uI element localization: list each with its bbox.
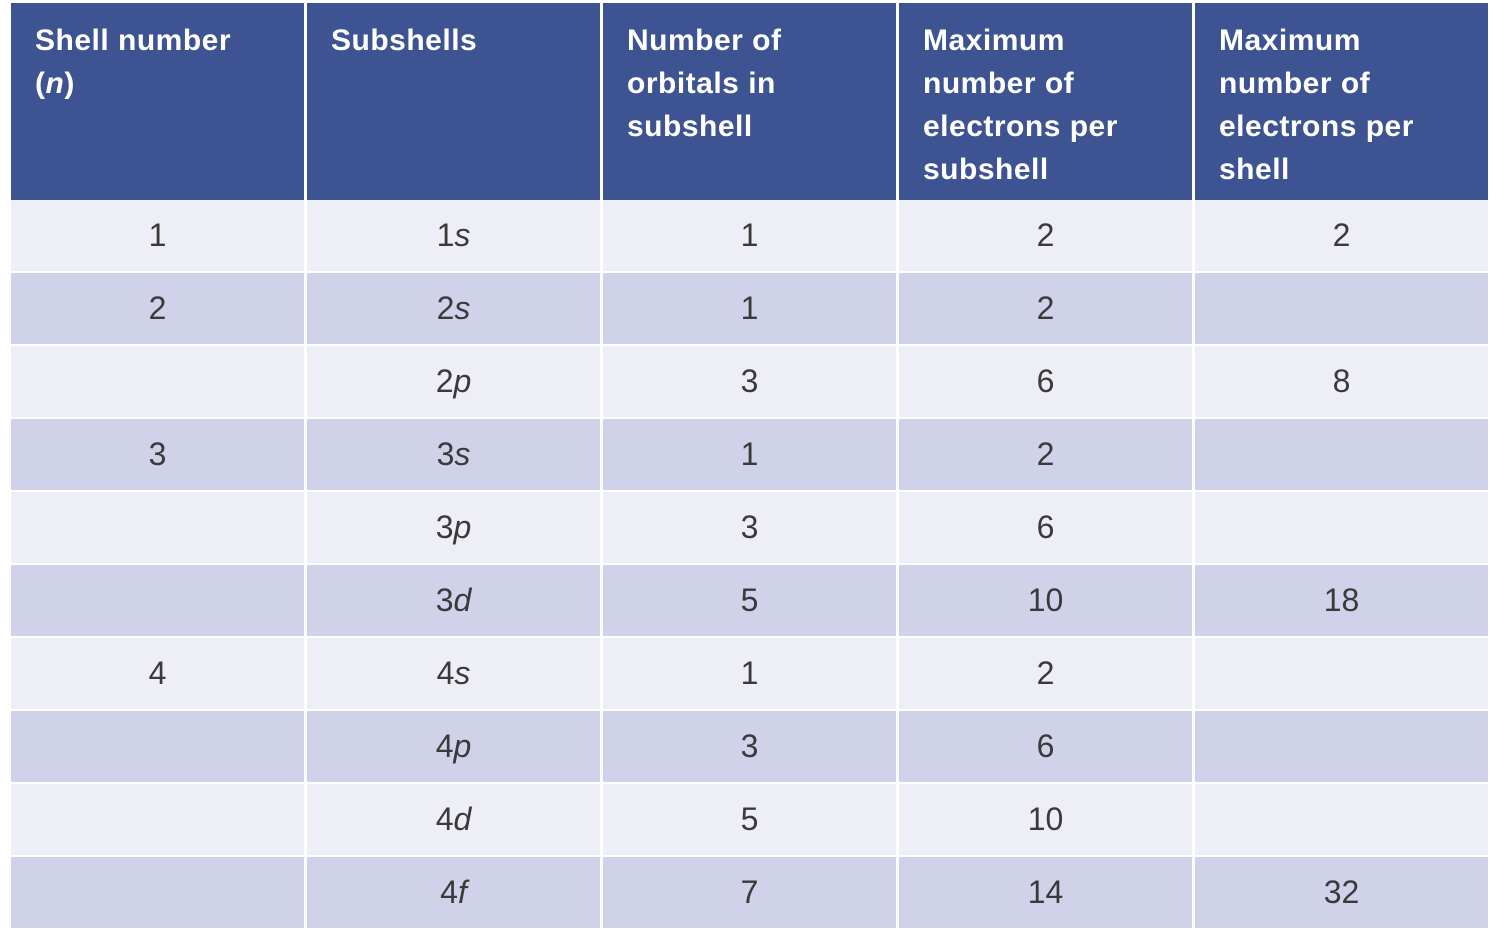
table-row: 4d 5 10 xyxy=(8,783,1491,857)
table-cell: 1 xyxy=(600,637,899,711)
table-cell: 18 xyxy=(1192,564,1491,638)
table-row: 2p 3 6 8 xyxy=(8,345,1491,419)
table-cell xyxy=(1192,710,1491,784)
header-row: Shell number (n) Subshells Number of orbit… xyxy=(8,3,1491,200)
table-cell: 6 xyxy=(896,345,1195,419)
subshell-cell: 4f xyxy=(304,856,603,930)
subshell-cell: 3d xyxy=(304,564,603,638)
column-header: Maximum number of electrons per shell xyxy=(1192,3,1491,200)
table-row: 4f 7 14 32 xyxy=(8,856,1491,930)
table-row: 4p 3 6 xyxy=(8,710,1491,784)
table-cell xyxy=(1192,272,1491,346)
column-header: Maximum number of electrons per subshell xyxy=(896,3,1195,200)
table-row: 3d 5 10 18 xyxy=(8,564,1491,638)
table-cell: 5 xyxy=(600,783,899,857)
subshell-cell: 2s xyxy=(304,272,603,346)
table-cell: 2 xyxy=(896,200,1195,273)
table-cell: 1 xyxy=(600,272,899,346)
column-header: Shell number (n) xyxy=(8,3,307,200)
header-text: Shell number (n) xyxy=(35,24,232,100)
table-cell: 2 xyxy=(896,418,1195,492)
table-cell: 10 xyxy=(896,783,1195,857)
subshell-cell: 4d xyxy=(304,783,603,857)
table-cell: 1 xyxy=(600,418,899,492)
header-text: Maximum number of electrons per subshell xyxy=(923,24,1118,186)
table-cell: 1 xyxy=(8,200,307,273)
table-header: Shell number (n) Subshells Number of orbit… xyxy=(8,3,1491,200)
table-cell xyxy=(8,564,307,638)
header-text: Number of orbitals in subshell xyxy=(627,24,782,143)
header-text: Maximum number of electrons per shell xyxy=(1219,24,1414,186)
table-cell xyxy=(8,783,307,857)
table-cell: 2 xyxy=(8,272,307,346)
header-text: Subshells xyxy=(331,24,478,57)
table-cell: 3 xyxy=(600,345,899,419)
table-cell: 2 xyxy=(1192,200,1491,273)
table-cell xyxy=(1192,783,1491,857)
table-cell: 14 xyxy=(896,856,1195,930)
subshell-cell: 3s xyxy=(304,418,603,492)
table-cell: 6 xyxy=(896,491,1195,565)
table-cell: 32 xyxy=(1192,856,1491,930)
table-row: 3 3s 1 2 xyxy=(8,418,1491,492)
table-cell: 2 xyxy=(896,272,1195,346)
table-cell xyxy=(1192,491,1491,565)
table-cell xyxy=(8,710,307,784)
table-cell xyxy=(1192,637,1491,711)
table-cell: 3 xyxy=(600,491,899,565)
table-cell: 4 xyxy=(8,637,307,711)
subshell-cell: 1s xyxy=(304,200,603,273)
table-cell: 3 xyxy=(600,710,899,784)
subshell-cell: 4p xyxy=(304,710,603,784)
shell-table: Shell number (n) Subshells Number of orbit… xyxy=(8,3,1491,930)
table-cell: 6 xyxy=(896,710,1195,784)
table-cell xyxy=(8,856,307,930)
column-header: Subshells xyxy=(304,3,603,200)
table-body: 1 1s 1 2 2 2 2s 1 2 2p 3 6 8 3 3s 1 2 3p 3 6 3d 5 10 18 4 4s 1 2 4p 3… xyxy=(8,200,1491,930)
table-row: 3p 3 6 xyxy=(8,491,1491,565)
table-cell: 10 xyxy=(896,564,1195,638)
column-header: Number of orbitals in subshell xyxy=(600,3,899,200)
table-cell: 7 xyxy=(600,856,899,930)
table-cell xyxy=(8,345,307,419)
table-cell: 3 xyxy=(8,418,307,492)
table-cell: 5 xyxy=(600,564,899,638)
table-cell xyxy=(1192,418,1491,492)
table-cell: 1 xyxy=(600,200,899,273)
table-row: 4 4s 1 2 xyxy=(8,637,1491,711)
table-row: 1 1s 1 2 2 xyxy=(8,200,1491,273)
table-row: 2 2s 1 2 xyxy=(8,272,1491,346)
table-cell xyxy=(8,491,307,565)
subshell-cell: 2p xyxy=(304,345,603,419)
subshell-cell: 3p xyxy=(304,491,603,565)
table-cell: 8 xyxy=(1192,345,1491,419)
subshell-cell: 4s xyxy=(304,637,603,711)
table-cell: 2 xyxy=(896,637,1195,711)
